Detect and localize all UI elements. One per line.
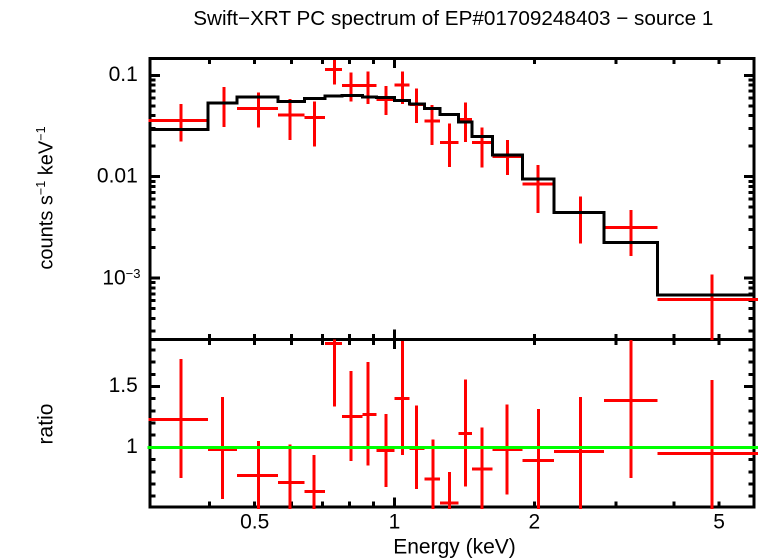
svg-text:2: 2 <box>528 511 540 534</box>
svg-text:0.5: 0.5 <box>240 511 269 534</box>
svg-text:Swift−XRT PC spectrum of EP#01: Swift−XRT PC spectrum of EP#01709248403 … <box>193 7 713 30</box>
svg-text:10−3: 10−3 <box>102 266 140 289</box>
svg-text:5: 5 <box>713 511 725 534</box>
svg-text:ratio: ratio <box>35 404 58 445</box>
svg-text:0.1: 0.1 <box>109 63 138 86</box>
svg-text:0.01: 0.01 <box>97 164 138 187</box>
svg-text:1.5: 1.5 <box>109 374 138 397</box>
svg-text:Energy (keV): Energy (keV) <box>393 535 516 558</box>
svg-text:counts s−1 keV−1: counts s−1 keV−1 <box>34 126 58 269</box>
svg-text:1: 1 <box>389 511 401 534</box>
svg-text:1: 1 <box>126 435 138 458</box>
